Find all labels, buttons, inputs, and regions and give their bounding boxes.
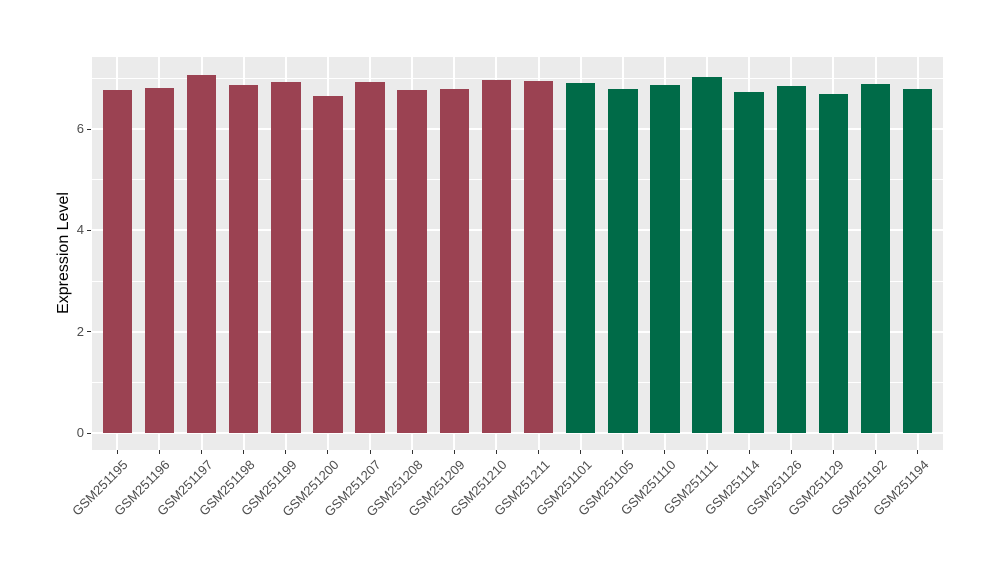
bar (902, 88, 933, 434)
major-gridline (92, 432, 943, 435)
x-axis-tick (538, 450, 540, 454)
x-axis-tick (832, 450, 834, 454)
y-axis-tick (87, 229, 91, 231)
bar (776, 86, 807, 434)
y-axis-title: Expression Level (55, 192, 72, 314)
bar (523, 80, 554, 434)
x-axis-tick (790, 450, 792, 454)
x-axis-tick (411, 450, 413, 454)
bar (186, 74, 217, 434)
x-axis-tick (706, 450, 708, 454)
y-axis-tick (87, 128, 91, 130)
x-axis-tick (748, 450, 750, 454)
x-axis-tick (243, 450, 245, 454)
x-axis-tick (369, 450, 371, 454)
y-tick-label: 4 (76, 222, 84, 238)
minor-gridline (92, 77, 943, 79)
bar (565, 82, 596, 434)
bar (650, 85, 680, 434)
bar (313, 95, 343, 434)
minor-gridline (92, 382, 943, 384)
x-axis-tick (285, 450, 287, 454)
y-tick-label: 6 (76, 121, 84, 136)
x-axis-tick (201, 450, 203, 454)
bar (397, 90, 427, 434)
x-axis-tick (158, 450, 160, 454)
minor-gridline (92, 280, 943, 282)
x-axis-tick (116, 450, 118, 454)
x-axis-tick (875, 450, 877, 454)
bar (271, 82, 301, 434)
x-axis-tick (495, 450, 497, 454)
major-gridline (92, 229, 943, 232)
y-tick-label: 2 (76, 323, 84, 339)
y-axis-tick (87, 331, 91, 333)
x-axis-tick (327, 450, 329, 454)
bar (608, 88, 638, 434)
x-axis-tick (453, 450, 455, 454)
bar (355, 82, 385, 434)
x-axis-tick (580, 450, 582, 454)
bar (692, 77, 722, 434)
major-gridline (92, 128, 943, 130)
y-tick-label: 0 (76, 425, 84, 441)
minor-gridline (92, 179, 943, 181)
bar (144, 87, 175, 434)
bar (228, 85, 259, 434)
x-axis-tick (622, 450, 624, 454)
plot-panel (92, 57, 943, 450)
bar (818, 93, 849, 434)
bar (734, 92, 764, 434)
x-axis-tick (917, 450, 919, 454)
bar (102, 90, 133, 434)
y-axis-tick (87, 432, 91, 434)
x-axis-tick (664, 450, 666, 454)
bar (481, 80, 512, 434)
bar (860, 84, 891, 434)
major-gridline (92, 330, 943, 333)
bar (439, 88, 470, 434)
